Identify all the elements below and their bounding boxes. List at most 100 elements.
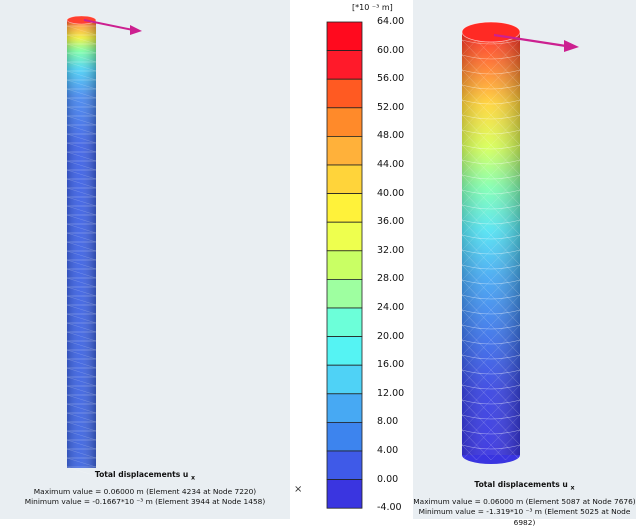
mesh-line: [476, 309, 492, 326]
mesh-line: [476, 234, 492, 251]
mesh-line: [461, 324, 477, 341]
mesh-line: [461, 429, 521, 435]
mesh-line: [66, 313, 97, 324]
mesh-line: [461, 114, 477, 131]
mesh-line: [505, 399, 521, 416]
right-arrow-head: [564, 40, 579, 52]
mesh-line: [505, 309, 521, 326]
left-column-top: [66, 15, 97, 25]
mesh-line: [66, 205, 97, 216]
legend-tick-label: -4.00: [377, 502, 402, 514]
mesh-line: [490, 219, 506, 236]
mesh-line: [476, 99, 492, 116]
mesh-line: [461, 264, 521, 270]
right-column-top: [461, 21, 521, 43]
mesh-line: [66, 124, 97, 135]
mesh-line: [461, 114, 477, 131]
mesh-line: [461, 54, 521, 60]
mesh-line: [476, 69, 492, 86]
mesh-line: [490, 384, 506, 401]
legend-swatch: [326, 164, 363, 195]
mesh-line: [66, 349, 97, 360]
mesh-line: [66, 430, 97, 441]
legend-tick-label: 52.00: [377, 101, 405, 113]
mesh-line: [505, 129, 521, 146]
mesh-line: [66, 43, 97, 54]
mesh-line: [461, 339, 521, 345]
mesh-line: [476, 159, 492, 176]
left-arrow-head: [130, 25, 142, 35]
mesh-line: [461, 114, 521, 120]
mesh-line: [476, 84, 492, 101]
mesh-line: [66, 421, 97, 432]
right-info-title: Total displacements u x: [474, 480, 575, 492]
mesh-line: [461, 234, 477, 251]
mesh-line: [476, 444, 492, 461]
mesh-line: [505, 144, 521, 161]
legend-swatch: [326, 450, 363, 481]
mesh-line: [476, 414, 492, 431]
mesh-line: [490, 309, 506, 326]
mesh-line: [461, 264, 477, 281]
mesh-line: [461, 159, 477, 176]
mesh-line: [476, 369, 492, 386]
mesh-line: [476, 54, 492, 71]
mesh-line: [66, 79, 97, 90]
mesh-line: [66, 106, 97, 117]
mesh-line: [490, 279, 506, 296]
mesh-line: [66, 268, 97, 279]
mesh-line: [490, 414, 506, 431]
mesh-line: [476, 369, 492, 386]
mesh-line: [461, 69, 521, 75]
mesh-line: [461, 444, 477, 461]
mesh-line: [461, 264, 477, 281]
right-model-view[interactable]: Total displacements u x Maximum value = …: [413, 0, 636, 527]
mesh-line: [490, 189, 506, 206]
mesh-line: [490, 39, 506, 56]
mesh-line: [490, 429, 506, 446]
mesh-line: [505, 384, 521, 401]
mesh-line: [476, 84, 492, 101]
mesh-line: [505, 39, 521, 56]
mesh-line: [461, 99, 477, 116]
mesh-line: [461, 174, 477, 191]
legend-swatch: [326, 336, 363, 366]
mesh-line: [461, 84, 477, 101]
mesh-line: [505, 144, 521, 161]
mesh-line: [490, 249, 506, 266]
mesh-line: [505, 234, 521, 251]
mesh-line: [505, 219, 521, 236]
mesh-line: [490, 399, 506, 416]
legend-swatch: [326, 393, 363, 423]
mesh-line: [476, 279, 492, 296]
mesh-line: [461, 354, 477, 371]
mesh-line: [490, 174, 506, 191]
close-icon[interactable]: ×: [294, 484, 303, 495]
mesh-line: [461, 249, 477, 266]
mesh-line: [461, 429, 477, 446]
mesh-line: [505, 249, 521, 266]
mesh-line: [66, 277, 97, 288]
mesh-line: [505, 174, 521, 191]
mesh-line: [505, 204, 521, 221]
mesh-line: [490, 114, 506, 131]
mesh-line: [461, 234, 477, 251]
mesh-line: [505, 159, 521, 176]
mesh-line: [505, 39, 521, 56]
mesh-line: [66, 97, 97, 108]
mesh-line: [490, 189, 506, 206]
legend-tick-label: 20.00: [377, 330, 405, 342]
legend-swatch: [326, 50, 363, 80]
right-column-shading: [462, 32, 520, 455]
mesh-line: [505, 189, 521, 206]
left-model-view[interactable]: Total displacements u x Maximum value = …: [0, 0, 290, 519]
mesh-line: [461, 189, 477, 206]
right-max-value: Maximum value = 0.06000 m (Element 5087 …: [413, 496, 636, 506]
mesh-line: [461, 54, 477, 71]
mesh-line: [461, 219, 521, 225]
legend-swatch: [326, 479, 363, 509]
mesh-line: [476, 99, 492, 116]
mesh-line: [505, 414, 521, 431]
legend-swatch: [326, 193, 363, 223]
